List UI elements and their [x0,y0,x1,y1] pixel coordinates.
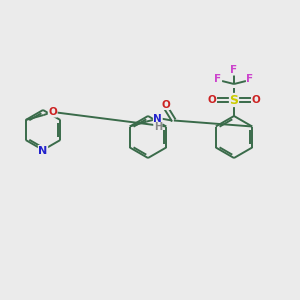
Text: F: F [230,65,238,75]
Text: N: N [38,146,48,155]
Text: O: O [48,107,57,117]
Text: O: O [161,100,170,110]
Text: F: F [246,74,254,84]
Text: F: F [214,74,222,84]
Text: O: O [208,95,216,105]
Text: N: N [153,113,162,124]
Text: H: H [154,122,162,133]
Text: S: S [230,94,238,106]
Text: O: O [252,95,260,105]
